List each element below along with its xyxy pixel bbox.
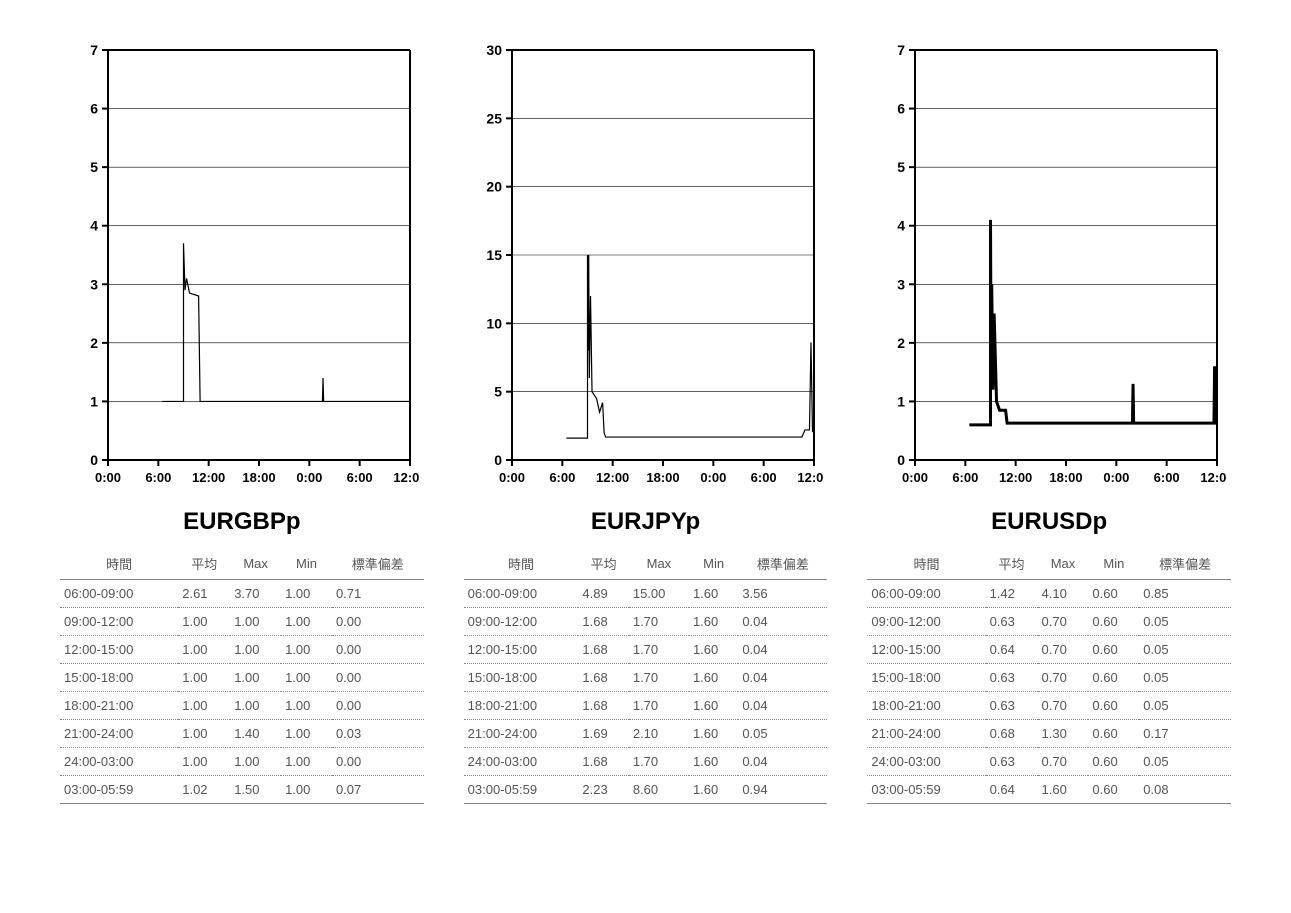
table-header: 平均 [986,548,1038,580]
panel-eurgbp: 012345670:006:0012:0018:000:006:0012:00 … [60,40,424,804]
svg-text:4: 4 [90,218,98,234]
svg-text:6: 6 [90,101,98,117]
svg-text:5: 5 [898,159,906,175]
svg-text:6:00: 6:00 [145,470,171,485]
table-header: 平均 [178,548,230,580]
svg-text:0:00: 0:00 [499,470,525,485]
table-row: 06:00-09:002.613.701.000.71 [60,580,424,608]
svg-text:12:00: 12:00 [797,470,824,485]
svg-text:0:00: 0:00 [1104,470,1130,485]
svg-text:25: 25 [486,110,502,126]
svg-text:2: 2 [898,335,906,351]
svg-text:12:00: 12:00 [999,470,1032,485]
svg-text:1: 1 [898,393,906,409]
table-row: 12:00-15:001.681.701.600.04 [464,636,828,664]
svg-text:12:00: 12:00 [393,470,420,485]
panels-container: 012345670:006:0012:0018:000:006:0012:00 … [60,40,1231,804]
svg-text:6: 6 [898,101,906,117]
svg-text:0:00: 0:00 [902,470,928,485]
table-row: 06:00-09:004.8915.001.603.56 [464,580,828,608]
svg-text:2: 2 [90,335,98,351]
table-row: 12:00-15:000.640.700.600.05 [867,636,1231,664]
table-row: 21:00-24:001.001.401.000.03 [60,720,424,748]
svg-text:18:00: 18:00 [646,470,679,485]
svg-text:3: 3 [898,276,906,292]
svg-text:7: 7 [90,42,98,58]
svg-text:6:00: 6:00 [549,470,575,485]
svg-text:10: 10 [486,315,502,331]
table-row: 12:00-15:001.001.001.000.00 [60,636,424,664]
table-header: 時間 [867,548,985,580]
table-header: 標準偏差 [332,548,424,580]
table-row: 03:00-05:590.641.600.600.08 [867,776,1231,804]
table-row: 18:00-21:001.001.001.000.00 [60,692,424,720]
svg-text:18:00: 18:00 [1050,470,1083,485]
svg-text:12:00: 12:00 [596,470,629,485]
svg-text:18:00: 18:00 [242,470,275,485]
chart-title: EURUSDp [991,508,1107,536]
table-header: 時間 [464,548,579,580]
svg-text:6:00: 6:00 [347,470,373,485]
table-header: 標準偏差 [1139,548,1231,580]
svg-text:0:00: 0:00 [296,470,322,485]
table-row: 15:00-18:001.001.001.000.00 [60,664,424,692]
table-row: 24:00-03:001.001.001.000.00 [60,748,424,776]
chart-title: EURJPYp [591,508,700,536]
svg-text:7: 7 [898,42,906,58]
table-header: 平均 [578,548,628,580]
table-row: 21:00-24:000.681.300.600.17 [867,720,1231,748]
svg-text:6:00: 6:00 [750,470,776,485]
table-row: 18:00-21:001.681.701.600.04 [464,692,828,720]
table-row: 15:00-18:001.681.701.600.04 [464,664,828,692]
svg-text:0: 0 [494,452,502,468]
svg-text:0: 0 [898,452,906,468]
table-row: 18:00-21:000.630.700.600.05 [867,692,1231,720]
table-header: Min [281,548,332,580]
svg-text:1: 1 [90,393,98,409]
table-row: 21:00-24:001.692.101.600.05 [464,720,828,748]
table-header: Min [689,548,738,580]
stats-table-eurgbp: 時間平均MaxMin標準偏差06:00-09:002.613.701.000.7… [60,548,424,804]
stats-table-eurjpy: 時間平均MaxMin標準偏差06:00-09:004.8915.001.603.… [464,548,828,804]
svg-text:12:00: 12:00 [192,470,225,485]
table-row: 24:00-03:000.630.700.600.05 [867,748,1231,776]
stats-table-eurusd: 時間平均MaxMin標準偏差06:00-09:001.424.100.600.8… [867,548,1231,804]
svg-text:5: 5 [494,384,502,400]
chart-title: EURGBPp [183,508,300,536]
chart-eurgbp: 0 1 2 3 4 5 6 7 0:00 6:00 12:00 18:00 0:00 6:00 12:00 [60,40,424,500]
svg-text:3: 3 [90,276,98,292]
table-row: 03:00-05:592.238.601.600.94 [464,776,828,804]
svg-text:15: 15 [486,247,502,263]
svg-text:5: 5 [90,159,98,175]
table-header: Max [1038,548,1089,580]
svg-text:6:00: 6:00 [1154,470,1180,485]
table-row: 09:00-12:001.681.701.600.04 [464,608,828,636]
svg-text:0: 0 [90,452,98,468]
table-row: 24:00-03:001.681.701.600.04 [464,748,828,776]
svg-text:4: 4 [898,218,906,234]
chart-eurjpy: 0 5 10 15 20 25 30 0:00 6:00 12:00 18:00 0:00 6:00 12… [464,40,828,500]
table-row: 15:00-18:000.630.700.600.05 [867,664,1231,692]
svg-text:20: 20 [486,179,502,195]
table-header: Min [1088,548,1139,580]
table-header: 時間 [60,548,178,580]
table-row: 06:00-09:001.424.100.600.85 [867,580,1231,608]
panel-eurjpy: 0 5 10 15 20 25 30 0:00 6:00 12:00 18:00 0:00 6:00 12… [464,40,828,804]
svg-text:6:00: 6:00 [953,470,979,485]
table-header: Max [629,548,689,580]
table-row: 09:00-12:001.001.001.000.00 [60,608,424,636]
table-row: 09:00-12:000.630.700.600.05 [867,608,1231,636]
svg-text:12:00: 12:00 [1201,470,1228,485]
chart-eurusd: 0 1 2 3 4 5 6 7 0:00 6:00 12:00 18:00 0:00 6:00 12:00 [867,40,1231,500]
svg-text:30: 30 [486,42,502,58]
table-header: 標準偏差 [738,548,827,580]
table-header: Max [230,548,281,580]
svg-text:0:00: 0:00 [95,470,121,485]
panel-eurusd: 012345670:006:0012:0018:000:006:0012:00 … [867,40,1231,804]
table-row: 03:00-05:591.021.501.000.07 [60,776,424,804]
svg-text:0:00: 0:00 [700,470,726,485]
